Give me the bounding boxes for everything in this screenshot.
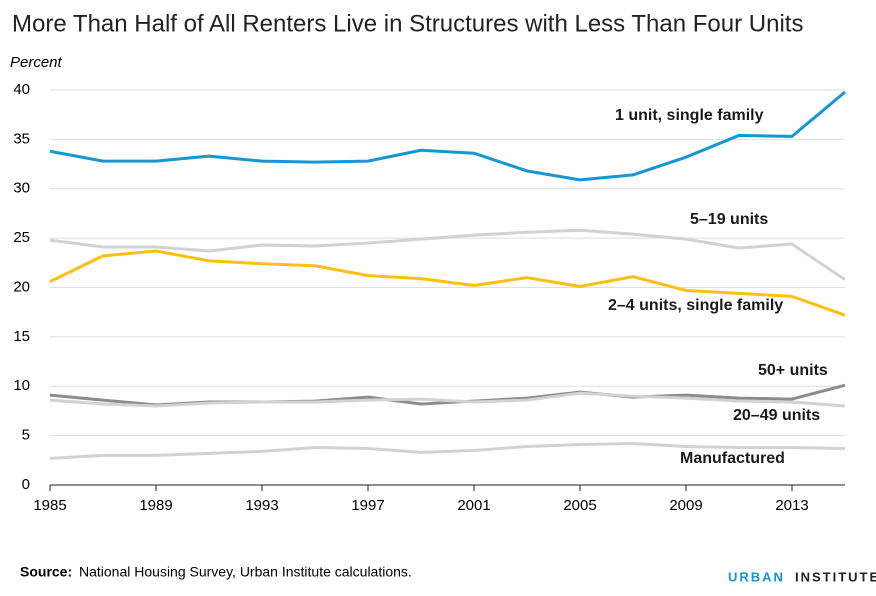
x-tick-label: 1985 [33,497,66,514]
series-label: 50+ units [758,362,828,379]
y-axis-label: Percent [10,54,63,71]
series-label: 2–4 units, single family [608,297,783,314]
chart-title: More Than Half of All Renters Live in St… [12,10,803,37]
series-line [49,90,846,182]
series-label: Manufactured [680,450,785,467]
y-tick-label: 25 [13,229,30,246]
series-line [49,442,846,460]
series-label: 5–19 units [690,211,768,228]
y-tick-label: 15 [13,328,30,345]
x-tick-label: 2013 [775,497,808,514]
x-tick-label: 2005 [563,497,596,514]
x-tick-label: 1997 [351,497,384,514]
x-tick-label: 1993 [245,497,278,514]
y-tick-label: 10 [13,377,30,394]
x-tick-label: 2001 [457,497,490,514]
source-text: National Housing Survey, Urban Institute… [79,564,412,580]
x-tick-label: 1989 [139,497,172,514]
series-line [49,249,846,317]
source-label: Source: [20,564,72,580]
y-tick-label: 40 [13,81,30,98]
y-tick-label: 5 [22,427,30,444]
y-tick-label: 20 [13,278,30,295]
y-tick-label: 30 [13,180,30,197]
series-label: 1 unit, single family [615,107,764,124]
y-tick-label: 35 [13,130,30,147]
brand-urban: URBAN [728,569,785,584]
series-label: 20–49 units [733,407,820,424]
brand-institute: INSTITUTE [795,569,876,584]
series-line [49,228,846,281]
series-line [49,391,846,408]
x-tick-label: 2009 [669,497,702,514]
y-tick-label: 0 [22,476,30,493]
